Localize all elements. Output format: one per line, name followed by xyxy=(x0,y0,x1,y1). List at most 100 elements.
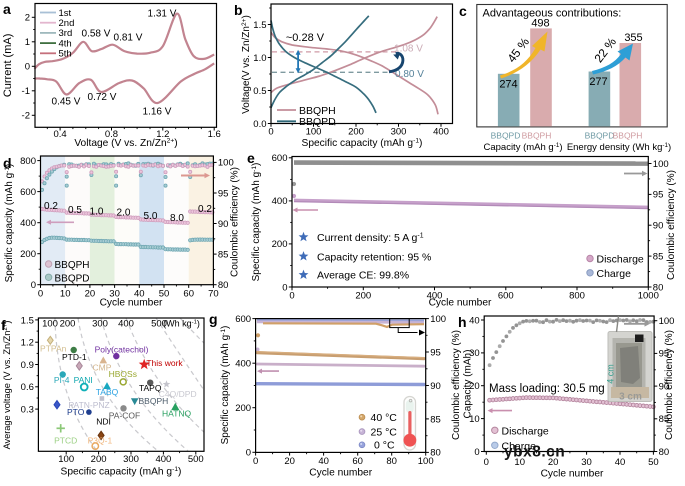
svg-text:0.45 V: 0.45 V xyxy=(52,97,81,108)
svg-text:This work: This work xyxy=(146,358,183,368)
svg-text:Cycle number: Cycle number xyxy=(309,468,372,479)
svg-text:0.3: 0.3 xyxy=(21,404,34,415)
svg-text:(Wh kg-1​): (Wh kg-1​) xyxy=(163,319,200,329)
svg-text:Capacity (mAh g-1​): Capacity (mAh g-1​) xyxy=(483,142,562,153)
svg-text:Charge: Charge xyxy=(502,440,537,452)
svg-text:8.0: 8.0 xyxy=(170,213,184,224)
svg-text:e: e xyxy=(247,150,255,166)
svg-text:1.0: 1.0 xyxy=(253,53,266,64)
svg-text:200: 200 xyxy=(60,319,76,330)
svg-text:30: 30 xyxy=(581,457,592,468)
svg-text:95: 95 xyxy=(653,190,664,201)
svg-text:Average CE: 99.8%: Average CE: 99.8% xyxy=(317,270,409,282)
svg-text:50: 50 xyxy=(159,289,170,300)
svg-text:0: 0 xyxy=(253,456,258,467)
svg-text:NDI: NDI xyxy=(96,417,111,427)
svg-text:Discharge: Discharge xyxy=(597,254,644,266)
svg-text:0.6: 0.6 xyxy=(21,382,34,393)
svg-text:500: 500 xyxy=(188,454,204,465)
svg-text:0: 0 xyxy=(25,62,30,73)
svg-text:0: 0 xyxy=(31,280,36,291)
svg-text:PTO: PTO xyxy=(67,407,85,417)
svg-text:h: h xyxy=(458,314,467,330)
svg-text:0.2: 0.2 xyxy=(198,204,212,215)
svg-text:Specific capacity (mAh g-1​): Specific capacity (mAh g-1​) xyxy=(220,326,231,445)
svg-text:20: 20 xyxy=(284,456,295,467)
svg-text:100: 100 xyxy=(653,159,669,170)
svg-text:0: 0 xyxy=(289,291,294,302)
svg-text:Discharge: Discharge xyxy=(502,425,549,437)
svg-text:Current density: 5 A g-1​: Current density: 5 A g-1​ xyxy=(317,232,424,244)
svg-text:Current (mA): Current (mA) xyxy=(2,34,14,98)
svg-text:85: 85 xyxy=(659,414,670,425)
svg-text:0 °C: 0 °C xyxy=(374,440,395,452)
svg-text:300: 300 xyxy=(92,319,108,330)
svg-text:800: 800 xyxy=(20,156,36,167)
svg-text:Cycle number: Cycle number xyxy=(429,298,492,309)
svg-text:Specific capacity (mAh g-1​): Specific capacity (mAh g-1​) xyxy=(4,164,15,283)
svg-text:1000: 1000 xyxy=(638,291,659,302)
svg-text:0.5: 0.5 xyxy=(253,86,266,97)
svg-text:90: 90 xyxy=(430,381,441,392)
svg-text:200: 200 xyxy=(91,454,107,465)
svg-text:Coulombic efficiency (%): Coulombic efficiency (%) xyxy=(451,330,462,440)
svg-text:400: 400 xyxy=(118,319,134,330)
svg-text:3 cm: 3 cm xyxy=(619,392,642,403)
svg-text:Advantageous contributions:: Advantageous contributions: xyxy=(483,8,622,20)
svg-text:40: 40 xyxy=(134,289,145,300)
svg-text:60: 60 xyxy=(352,456,363,467)
svg-text:0: 0 xyxy=(246,448,251,459)
svg-text:Cycle number: Cycle number xyxy=(100,298,163,309)
svg-text:60: 60 xyxy=(183,289,194,300)
svg-text:1: 1 xyxy=(25,37,30,48)
svg-text:100: 100 xyxy=(42,319,58,330)
svg-text:5.0: 5.0 xyxy=(144,211,158,222)
svg-text:400: 400 xyxy=(433,127,449,138)
svg-text:300: 300 xyxy=(391,127,407,138)
svg-text:BBQPH: BBQPH xyxy=(613,131,643,141)
svg-text:BBQPD: BBQPD xyxy=(585,131,615,141)
svg-text:40: 40 xyxy=(469,315,480,326)
svg-text:b: b xyxy=(234,2,243,18)
svg-text:0: 0 xyxy=(38,289,43,300)
svg-text:10: 10 xyxy=(469,414,480,425)
svg-text:BBQPH: BBQPH xyxy=(522,131,552,141)
svg-text:100: 100 xyxy=(218,158,234,169)
svg-text:BBQPH: BBQPH xyxy=(55,260,90,271)
svg-text:400: 400 xyxy=(427,291,443,302)
svg-text:40 °C: 40 °C xyxy=(371,412,398,424)
svg-text:1.0: 1.0 xyxy=(90,207,104,218)
svg-text:100: 100 xyxy=(418,456,434,467)
svg-text:400: 400 xyxy=(20,218,36,229)
svg-text:d: d xyxy=(3,155,12,171)
svg-text:BBQPD: BBQPD xyxy=(491,131,521,141)
svg-text:0.4: 0.4 xyxy=(53,129,66,140)
svg-text:Energy density (Wh kg-1​): Energy density (Wh kg-1​) xyxy=(567,142,671,153)
svg-text:TAPQ: TAPQ xyxy=(139,383,162,393)
svg-text:40: 40 xyxy=(318,456,329,467)
svg-text:3rd: 3rd xyxy=(59,28,73,39)
svg-text:1.08 V: 1.08 V xyxy=(394,44,423,55)
svg-text:Specific capacity (mAh g-1​): Specific capacity (mAh g-1​) xyxy=(251,163,262,282)
svg-text:1.6: 1.6 xyxy=(208,129,221,140)
svg-text:70: 70 xyxy=(208,289,219,300)
svg-text:200: 200 xyxy=(355,291,371,302)
svg-text:Mass loading: 30.5 mg: Mass loading: 30.5 mg xyxy=(489,383,605,395)
svg-text:Coulombic efficiency (%): Coulombic efficiency (%) xyxy=(666,170,677,280)
svg-text:Voltage (V vs. Zn/Zn2+​): Voltage (V vs. Zn/Zn2+​) xyxy=(74,138,177,149)
svg-text:800: 800 xyxy=(569,291,585,302)
svg-text:0.0: 0.0 xyxy=(253,119,266,130)
svg-text:f: f xyxy=(1,317,6,333)
svg-text:a: a xyxy=(3,1,11,17)
svg-text:100: 100 xyxy=(430,314,446,325)
svg-text:0.72 V: 0.72 V xyxy=(88,92,117,103)
svg-text:P3Q-1: P3Q-1 xyxy=(88,435,113,445)
svg-text:BBQPD: BBQPD xyxy=(299,116,336,128)
svg-text:PA-COF: PA-COF xyxy=(109,411,140,421)
svg-text:HATNQ: HATNQ xyxy=(162,409,192,419)
svg-text:50: 50 xyxy=(648,457,659,468)
svg-text:80: 80 xyxy=(386,456,397,467)
svg-text:25 °C: 25 °C xyxy=(371,426,398,438)
svg-text:Poly(catechol): Poly(catechol) xyxy=(95,344,149,354)
svg-text:600: 600 xyxy=(498,291,514,302)
